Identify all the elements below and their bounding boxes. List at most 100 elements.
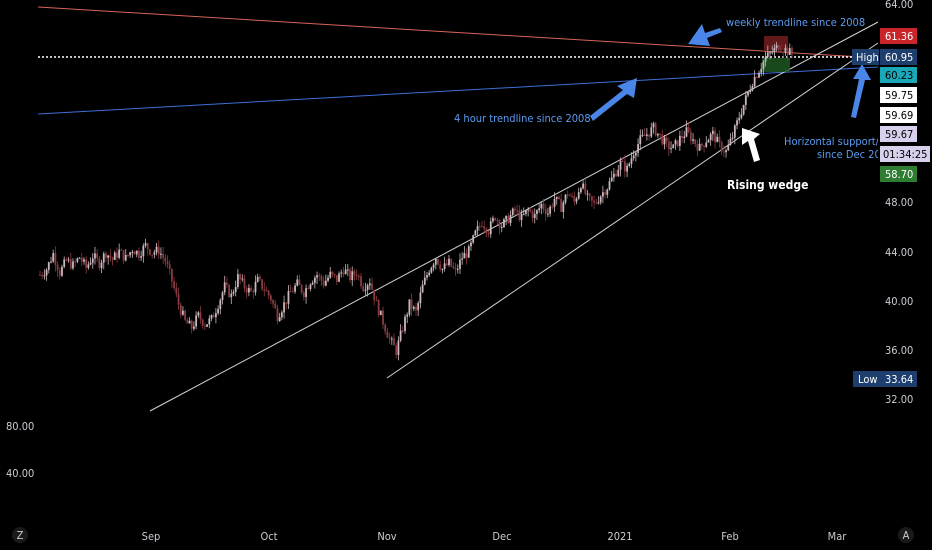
candle-body — [645, 134, 648, 136]
candle-body — [316, 275, 318, 278]
candle-body — [219, 299, 222, 310]
candle-body — [540, 203, 543, 209]
candle-body — [278, 317, 281, 322]
candle-body — [269, 295, 272, 301]
candle-body — [50, 261, 52, 263]
countdown-badge — [880, 146, 930, 162]
candle-body — [582, 183, 585, 189]
candle-body — [650, 127, 653, 137]
candle-body — [448, 258, 450, 266]
candle-body — [621, 160, 624, 162]
candle-body — [626, 165, 628, 172]
candle-body — [788, 48, 791, 56]
candle-body — [390, 338, 393, 340]
candle-body — [634, 152, 637, 156]
candle-body — [494, 218, 497, 221]
horizontal-annotation: Horizontal support/re — [784, 135, 889, 148]
candle-body — [718, 136, 721, 143]
candle-body — [241, 278, 244, 280]
candle-body — [305, 288, 307, 298]
auto-scale-button[interactable] — [898, 527, 914, 543]
candle-body — [437, 258, 439, 265]
candle-body — [76, 258, 79, 262]
candle-body — [777, 45, 780, 51]
weekly-trendline — [37, 6, 879, 59]
candle-body — [733, 125, 736, 138]
candle-body — [320, 275, 323, 281]
candle-body — [116, 252, 118, 258]
candle-body — [355, 274, 358, 276]
candle-body — [722, 151, 725, 153]
candle-body — [252, 291, 255, 293]
candle-body — [749, 90, 752, 93]
candle-body — [349, 269, 351, 281]
candle-body — [714, 130, 716, 143]
candle-body — [483, 226, 486, 229]
candle-body — [511, 208, 514, 215]
candle-body — [283, 302, 285, 313]
candle-body — [335, 275, 338, 282]
zoom-reset-button[interactable] — [12, 527, 28, 543]
candle-body — [685, 127, 688, 137]
candle-body — [208, 318, 211, 325]
wedge-lower-line — [386, 42, 879, 379]
candle-body — [393, 338, 395, 346]
candle-body — [648, 134, 650, 137]
candle-body — [366, 285, 369, 290]
candle-body — [434, 258, 437, 265]
candle-body — [753, 77, 756, 87]
candle-body — [593, 200, 596, 203]
candle-body — [786, 47, 789, 56]
candle-body — [758, 72, 760, 78]
candle-body — [667, 141, 670, 150]
candle-body — [729, 138, 732, 145]
candle-body — [254, 281, 257, 293]
candle-body — [360, 276, 362, 287]
candle-body — [478, 226, 481, 228]
candle-body — [39, 274, 41, 276]
y-tick: 40.00 — [885, 295, 913, 308]
candle-body — [562, 202, 565, 212]
candle-body — [357, 275, 360, 277]
candle-body — [762, 61, 765, 69]
candle-body — [153, 252, 156, 255]
candle-body — [505, 215, 508, 220]
weekly-annotation: weekly trendline since 2008 — [726, 16, 865, 29]
low-label-badge — [853, 371, 880, 387]
candle-body — [131, 251, 134, 253]
candle-body — [751, 86, 754, 91]
candle-body — [206, 324, 209, 327]
candle-body — [171, 268, 173, 282]
candle-body — [135, 250, 138, 255]
candle-body — [665, 137, 668, 142]
candle-body — [602, 192, 604, 197]
candle-body — [397, 340, 400, 355]
candle-body — [236, 274, 239, 288]
candle-body — [692, 139, 694, 141]
candle-body — [608, 181, 611, 190]
candle-body — [232, 292, 235, 294]
candle-body — [489, 221, 492, 235]
price-axis[interactable] — [878, 0, 932, 520]
candle-body — [709, 134, 712, 141]
candle-body — [272, 300, 274, 304]
candle-body — [503, 219, 505, 228]
candle-body — [421, 284, 424, 293]
candle-body — [217, 309, 220, 314]
candle-body — [791, 48, 793, 55]
candle-body — [327, 277, 329, 281]
candle-body — [522, 213, 525, 215]
y-tick: 32.00 — [885, 393, 913, 406]
candle-body — [507, 215, 510, 224]
candle-body — [617, 169, 620, 177]
candle-body — [324, 280, 327, 286]
candle-body — [247, 287, 250, 293]
candle-body — [111, 257, 114, 260]
price-badge-3 — [880, 126, 917, 142]
candle-body — [58, 270, 61, 276]
candle-body — [364, 289, 367, 291]
candle-body — [542, 203, 545, 210]
candle-body — [138, 250, 140, 258]
candle-body — [291, 291, 294, 293]
